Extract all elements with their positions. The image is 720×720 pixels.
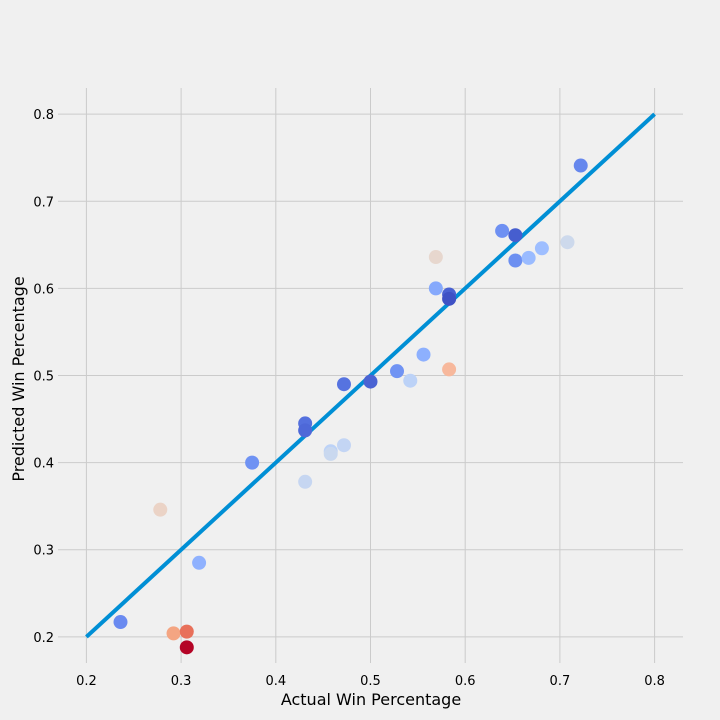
data-point [113,615,128,630]
x-tick-labels: 0.2 0.3 0.4 0.5 0.6 0.7 0.8 [76,674,665,689]
data-point [508,228,523,243]
data-point [336,377,351,392]
data-point [153,502,168,517]
x-tick-label: 0.2 [76,674,97,689]
y-tick-label: 0.6 [33,282,54,297]
data-point [403,373,418,388]
x-tick-label: 0.5 [360,674,381,689]
data-point [179,640,194,655]
x-tick-label: 0.8 [644,674,665,689]
x-tick-label: 0.7 [550,674,571,689]
x-tick-label: 0.3 [171,674,192,689]
data-point [534,241,549,256]
data-point [442,362,457,377]
data-point [573,158,588,173]
grid [58,88,683,663]
data-point [166,626,181,641]
y-tick-labels: 0.2 0.3 0.4 0.5 0.6 0.7 0.8 [33,108,54,646]
y-tick-label: 0.5 [33,370,54,385]
y-axis-label: Predicted Win Percentage [9,276,28,481]
data-point [428,250,443,265]
y-tick-label: 0.8 [33,108,54,123]
data-point [521,250,536,265]
x-tick-label: 0.6 [455,674,476,689]
x-axis-label: Actual Win Percentage [281,690,461,709]
data-point [336,438,351,453]
data-point [442,291,457,306]
data-point [298,474,313,489]
data-point [298,423,313,438]
data-point [363,374,378,389]
data-point [390,364,405,379]
data-point [416,347,431,362]
y-tick-label: 0.4 [33,457,54,472]
y-tick-label: 0.2 [33,631,54,646]
data-point [495,223,510,238]
y-tick-label: 0.7 [33,195,54,210]
data-point [245,455,260,470]
x-tick-label: 0.4 [265,674,286,689]
data-point [560,235,575,250]
y-tick-label: 0.3 [33,544,54,559]
points-layer [113,158,588,655]
data-point [179,624,194,639]
data-point [192,555,207,570]
data-point [323,446,338,461]
data-point [508,253,523,268]
data-point [428,281,443,296]
